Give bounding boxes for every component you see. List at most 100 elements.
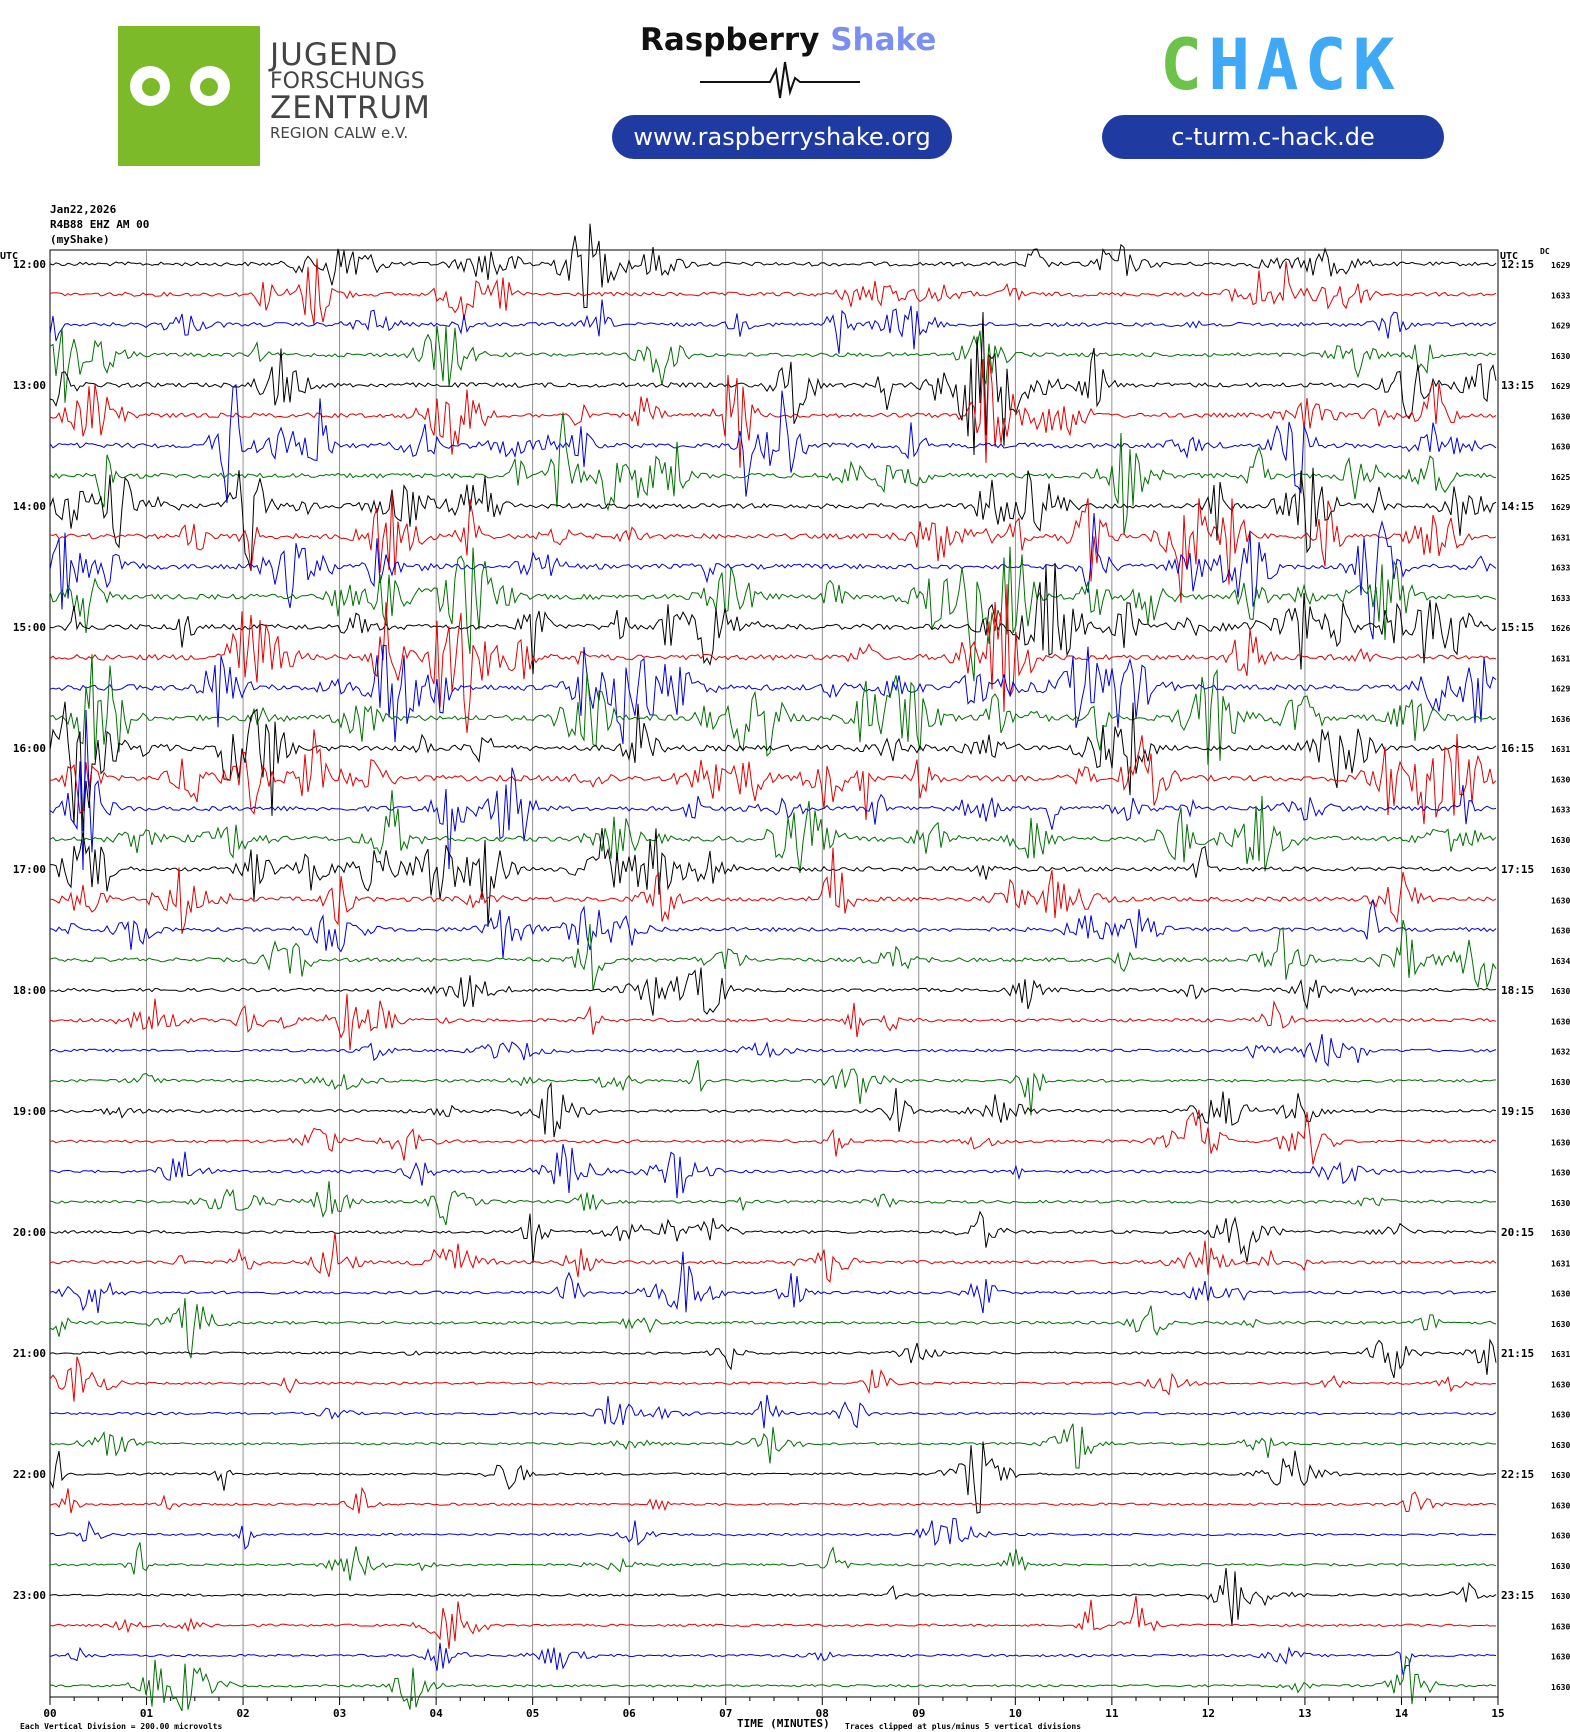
seismic-trace — [49, 1517, 1497, 1551]
dc-value: 16308 — [1551, 866, 1570, 875]
hour-label-right: 17:15 — [1501, 863, 1534, 876]
hour-label-right: 13:15 — [1501, 379, 1534, 392]
plot-grid — [49, 249, 1499, 1705]
seismic-trace — [49, 919, 1497, 991]
owl-right-eye-icon — [190, 66, 230, 106]
x-tick-label: 06 — [623, 1707, 637, 1720]
seismic-trace — [49, 325, 1497, 403]
hour-label-right: 18:15 — [1501, 984, 1534, 997]
hour-label-left: 16:00 — [13, 742, 46, 755]
helicorder-date: Jan22,2026 — [50, 203, 117, 216]
owl-left-eye-icon — [130, 66, 170, 106]
rs-accent: Shake — [830, 22, 937, 58]
trace-group — [49, 223, 1497, 1712]
seismic-trace — [49, 1486, 1497, 1514]
seismic-trace — [49, 967, 1497, 1016]
seismic-trace — [49, 1298, 1497, 1359]
rs-url-link[interactable]: www.raspberryshake.org — [612, 115, 952, 159]
x-tick-label: 09 — [912, 1707, 925, 1720]
helicorder-plot: Jan22,2026 R4B88 EHZ AM 00 (myShake) UTC… — [0, 203, 1570, 1731]
dc-value: 16296 — [1551, 261, 1570, 270]
dc-value: 16306 — [1551, 1108, 1570, 1117]
x-tick-label: 04 — [430, 1707, 444, 1720]
x-tick-label: 12 — [1202, 1707, 1215, 1720]
dc-value: 16304 — [1551, 836, 1570, 845]
hour-label-left: 12:00 — [13, 258, 46, 271]
seismic-trace — [49, 1394, 1497, 1429]
helicorder-source: (myShake) — [50, 233, 110, 246]
seismic-trace — [49, 1232, 1497, 1283]
seismic-trace — [49, 654, 1497, 766]
seismic-trace — [49, 1059, 1497, 1116]
seismic-trace — [49, 1595, 1497, 1649]
dc-value: 16319 — [1551, 654, 1570, 663]
x-tick-label: 00 — [43, 1707, 56, 1720]
dc-value: 16307 — [1551, 1653, 1570, 1662]
jfz-owl-logo — [118, 26, 260, 166]
seismic-trace — [49, 492, 1497, 603]
header-banner: JUGEND FORSCHUNGS ZENTRUM REGION CALW e.… — [0, 0, 1570, 175]
hour-label-right: 20:15 — [1501, 1226, 1534, 1239]
dc-value: 16312 — [1551, 745, 1570, 754]
dc-label: DC — [1540, 247, 1550, 256]
seismic-trace — [49, 299, 1497, 354]
dc-value: 16308 — [1551, 1078, 1570, 1087]
dc-value: 16306 — [1551, 443, 1570, 452]
chack-logo: CHACK — [1160, 30, 1401, 100]
dc-value: 16265 — [1551, 624, 1570, 633]
dc-value: 16306 — [1551, 1320, 1570, 1329]
hour-label-right: 19:15 — [1501, 1105, 1534, 1118]
x-tick-label: 14 — [1395, 1707, 1409, 1720]
dc-value: 16299 — [1551, 382, 1570, 391]
hour-label-left: 14:00 — [13, 500, 46, 513]
dc-value: 16305 — [1551, 775, 1570, 784]
hour-label-left: 20:00 — [13, 1226, 46, 1239]
x-tick-label: 05 — [526, 1707, 539, 1720]
seismic-trace — [49, 709, 1497, 871]
seismic-trace — [49, 1251, 1497, 1314]
dc-value: 16342 — [1551, 957, 1570, 966]
jfz-line4: REGION CALW e.V. — [270, 124, 409, 142]
seismic-trace — [49, 1423, 1497, 1469]
dc-value: 16322 — [1551, 1048, 1570, 1057]
dc-value: 16306 — [1551, 1592, 1570, 1601]
x-tick-label: 15 — [1491, 1707, 1504, 1720]
dc-value: 16304 — [1551, 1169, 1570, 1178]
seismic-trace — [49, 311, 1497, 456]
x-tick-label: 02 — [236, 1707, 249, 1720]
jfz-line2: FORSCHUNGS — [270, 69, 425, 94]
seismic-trace — [49, 1109, 1497, 1165]
helicorder-station: R4B88 EHZ AM 00 — [50, 218, 149, 231]
chack-letter: A — [1256, 24, 1305, 106]
x-tick-label: 07 — [719, 1707, 732, 1720]
seismic-trace — [49, 258, 1497, 325]
chack-url-link[interactable]: c-turm.c-hack.de — [1102, 115, 1444, 159]
hour-label-left: 21:00 — [13, 1347, 46, 1360]
hour-label-left: 19:00 — [13, 1105, 46, 1118]
dc-value: 16306 — [1551, 1380, 1570, 1389]
dc-value: 16307 — [1551, 1138, 1570, 1147]
footer-clip-note: Traces clipped at plus/minus 5 vertical … — [845, 1721, 1081, 1731]
raspberry-shake-logo: Raspberry Shake — [640, 22, 936, 58]
hour-label-left: 18:00 — [13, 984, 46, 997]
chack-letter: K — [1352, 24, 1401, 106]
hour-label-left: 15:00 — [13, 621, 46, 634]
x-tick-label: 03 — [333, 1707, 346, 1720]
seismic-trace — [49, 355, 1497, 468]
seismic-trace — [49, 562, 1497, 675]
label-group: 00 01 02 03 04 05 06 07 08 09 10 11 12 13 14 15 12:00 12:… — [13, 258, 1570, 1720]
hour-label-left: 13:00 — [13, 379, 46, 392]
chack-letter: H — [1208, 24, 1257, 106]
dc-value: 16337 — [1551, 564, 1570, 573]
dc-value: 16310 — [1551, 533, 1570, 542]
x-tick-label: 08 — [816, 1707, 829, 1720]
jfz-wordmark: JUGEND FORSCHUNGS ZENTRUM REGION CALW e.… — [270, 40, 431, 141]
